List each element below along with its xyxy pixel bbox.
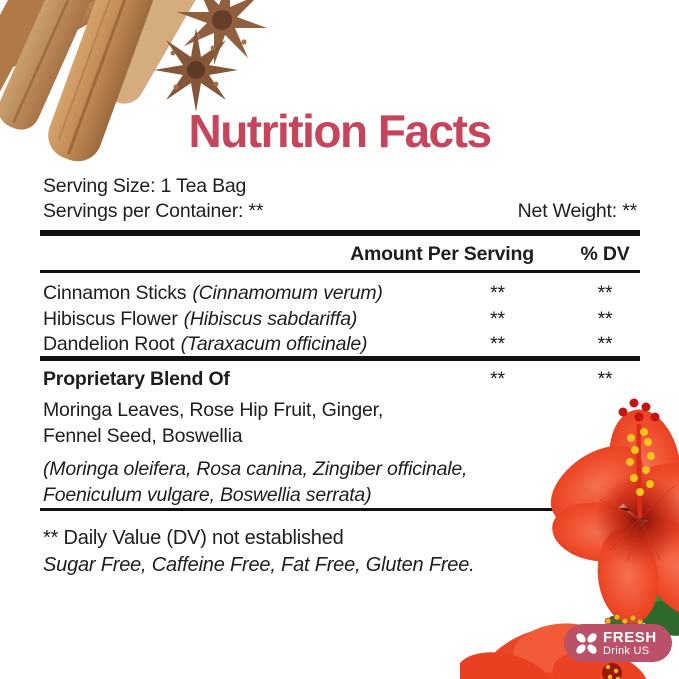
table-header-row: Amount Per Serving % DV xyxy=(40,243,640,269)
amount-value: ** xyxy=(490,333,505,355)
dv-value: ** xyxy=(597,333,613,355)
table-row: Hibiscus Flower (Hibiscus sabdariffa) ** … xyxy=(43,307,640,333)
blend-ingredients-line: Moringa Leaves, Rose Hip Fruit, Ginger, xyxy=(43,399,384,421)
divider-thick-top xyxy=(40,230,640,236)
dv-value: ** xyxy=(597,282,613,304)
ingredient-latin-name: (Hibiscus sabdariffa) xyxy=(183,307,358,330)
serving-info: Serving Size: 1 Tea Bag Servings per Con… xyxy=(43,174,637,224)
footnotes: ** Daily Value (DV) not established Suga… xyxy=(43,525,637,579)
blend-latin-names: (Moringa oleifera, Rosa canina, Zingiber… xyxy=(43,456,640,508)
brand-name-line2: Drink US xyxy=(603,644,650,657)
cinnamon-star-anise-image xyxy=(0,0,267,162)
blend-ingredients-line: Fennel Seed, Boswellia xyxy=(43,424,243,447)
cinnamon-stick-icon xyxy=(0,0,63,117)
percent-dv-header: % DV xyxy=(580,243,630,265)
ingredient-name: Dandelion Root xyxy=(43,333,175,355)
hibiscus-stamen-icon xyxy=(618,398,660,519)
amount-per-serving-header: Amount Per Serving xyxy=(350,243,534,265)
blend-header-row: Proprietary Blend Of ** ** xyxy=(43,367,640,392)
ingredient-name: Cinnamon Sticks xyxy=(43,282,187,304)
divider-under-ingredients xyxy=(40,356,640,361)
dv-not-established-note: ** Daily Value (DV) not established xyxy=(43,527,344,549)
proprietary-blend-section: Proprietary Blend Of ** ** Moringa Leave… xyxy=(43,367,640,508)
divider-under-blend xyxy=(40,508,640,511)
divider-under-header xyxy=(40,270,640,273)
dv-value: ** xyxy=(597,307,613,330)
brand-name-line1: FRESH xyxy=(603,628,657,646)
blend-title: Proprietary Blend Of xyxy=(43,368,230,390)
page-title: Nutrition Facts xyxy=(188,105,492,157)
flower-buds-icon xyxy=(604,613,644,626)
logo-flower-icon xyxy=(576,632,597,654)
cinnamon-stick-icon xyxy=(48,0,159,162)
blend-amount-value: ** xyxy=(490,368,505,390)
table-row: Cinnamon Sticks (Cinnamomum verum) ** ** xyxy=(43,281,640,307)
amount-value: ** xyxy=(490,282,505,304)
serving-size-text: Serving Size: 1 Tea Bag xyxy=(43,175,247,197)
brand-logo: FRESH Drink US xyxy=(564,624,672,662)
blend-ingredients: Moringa Leaves, Rose Hip Fruit, Ginger, … xyxy=(43,398,640,449)
hibiscus-main-flower-icon xyxy=(550,409,679,624)
blend-dv-value: ** xyxy=(597,368,613,390)
star-anise-icon xyxy=(177,0,267,65)
blend-latin-line: (Moringa oleifera, Rosa canina, Zingiber… xyxy=(43,458,468,480)
brand-name: FRESH Drink US xyxy=(603,630,657,657)
ingredient-name: Hibiscus Flower xyxy=(43,307,178,330)
amount-value: ** xyxy=(490,307,505,330)
blend-latin-line: Foeniculum vulgare, Boswellia serrata) xyxy=(43,484,372,506)
free-claims-text: Sugar Free, Caffeine Free, Fat Free, Glu… xyxy=(43,554,475,576)
star-anise-icon xyxy=(154,28,238,112)
ingredient-latin-name: (Cinnamomum verum) xyxy=(192,282,383,304)
ingredient-table: Cinnamon Sticks (Cinnamomum verum) ** ** … xyxy=(43,281,640,358)
ingredient-latin-name: (Taraxacum officinale) xyxy=(180,333,368,355)
servings-per-container-text: Servings per Container: ** xyxy=(43,200,264,222)
cinnamon-stick-icon xyxy=(0,0,106,130)
net-weight-text: Net Weight: ** xyxy=(517,200,638,222)
table-row: Dandelion Root (Taraxacum officinale) ** … xyxy=(43,332,640,358)
